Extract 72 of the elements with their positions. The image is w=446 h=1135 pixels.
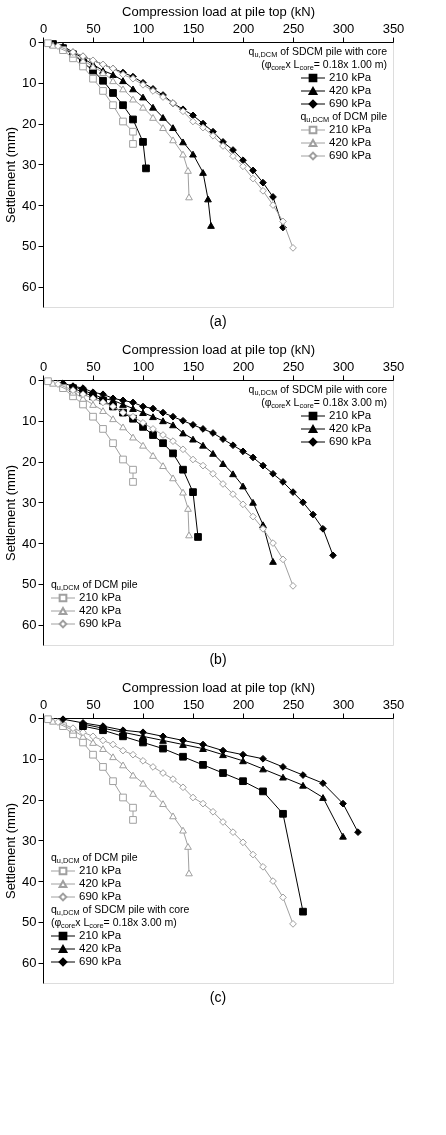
y-tick-label: 20 (22, 792, 37, 808)
x-tick-label: 100 (132, 20, 155, 36)
x-tick-label: 300 (332, 358, 355, 374)
y-tick-label: 60 (22, 279, 37, 295)
legend-label: 690 kPa (329, 97, 372, 109)
x-tick-label: 0 (39, 696, 48, 712)
legend-label: 210 kPa (79, 591, 122, 603)
legend-label: 690 kPa (79, 890, 122, 902)
legend-label: 420 kPa (79, 604, 122, 616)
x-tick-label: 200 (232, 358, 255, 374)
legend-label: 420 kPa (79, 942, 122, 954)
y-tick-label: 0 (29, 34, 37, 50)
y-tick-label: 40 (22, 197, 37, 213)
y-tick-label: 40 (22, 535, 37, 551)
x-tick-label: 150 (182, 358, 205, 374)
y-tick-label: 40 (22, 873, 37, 889)
legend-label: 690 kPa (79, 617, 122, 629)
x-tick-label: 300 (332, 20, 355, 36)
y-tick-label: 10 (22, 413, 37, 429)
y-tick-label: 0 (29, 372, 37, 388)
y-tick-label: 30 (22, 494, 37, 510)
y-tick-label: 50 (22, 576, 37, 592)
text: (a) (209, 313, 227, 329)
y-tick-label: 60 (22, 617, 37, 633)
legend-label: 420 kPa (329, 422, 372, 434)
y-tick-label: 20 (22, 454, 37, 470)
x-tick-label: 350 (382, 358, 405, 374)
x-tick-label: 350 (382, 696, 405, 712)
legend-label: 690 kPa (329, 435, 372, 447)
legend-label: 420 kPa (79, 877, 122, 889)
x-axis-title: Compression load at pile top (kN) (122, 3, 315, 19)
y-tick-label: 30 (22, 156, 37, 172)
text: (c) (209, 989, 227, 1005)
legend-label: 420 kPa (329, 84, 372, 96)
y-tick-label: 30 (22, 832, 37, 848)
legend-label: 210 kPa (329, 71, 372, 83)
legend-label: 690 kPa (329, 149, 372, 161)
x-tick-label: 250 (282, 358, 305, 374)
x-tick-label: 100 (132, 358, 155, 374)
y-tick-label: 0 (29, 710, 37, 726)
y-tick-label: 10 (22, 751, 37, 767)
legend-label: 210 kPa (329, 123, 372, 135)
x-tick-label: 50 (86, 358, 101, 374)
x-tick-label: 50 (86, 696, 101, 712)
legend-label: 210 kPa (329, 409, 372, 421)
x-tick-label: 150 (182, 696, 205, 712)
text: (b) (209, 651, 227, 667)
x-tick-label: 250 (282, 20, 305, 36)
x-tick-label: 300 (332, 696, 355, 712)
x-tick-label: 350 (382, 20, 405, 36)
legend-label: 420 kPa (329, 136, 372, 148)
y-tick-label: 20 (22, 116, 37, 132)
x-tick-label: 200 (232, 696, 255, 712)
x-tick-label: 0 (39, 358, 48, 374)
y-axis-title: Settlement (mm) (3, 802, 19, 900)
y-tick-label: 60 (22, 955, 37, 971)
y-axis-title: Settlement (mm) (3, 464, 19, 562)
legend-label: 210 kPa (79, 929, 122, 941)
y-axis-title: Settlement (mm) (3, 126, 19, 224)
x-axis-title: Compression load at pile top (kN) (122, 679, 315, 695)
x-tick-label: 250 (282, 696, 305, 712)
y-tick-label: 10 (22, 75, 37, 91)
x-tick-label: 50 (86, 20, 101, 36)
y-tick-label: 50 (22, 914, 37, 930)
x-tick-label: 200 (232, 20, 255, 36)
x-tick-label: 150 (182, 20, 205, 36)
legend-label: 690 kPa (79, 955, 122, 967)
x-tick-label: 0 (39, 20, 48, 36)
x-axis-title: Compression load at pile top (kN) (122, 341, 315, 357)
x-tick-label: 100 (132, 696, 155, 712)
legend-label: 210 kPa (79, 864, 122, 876)
y-tick-label: 50 (22, 238, 37, 254)
